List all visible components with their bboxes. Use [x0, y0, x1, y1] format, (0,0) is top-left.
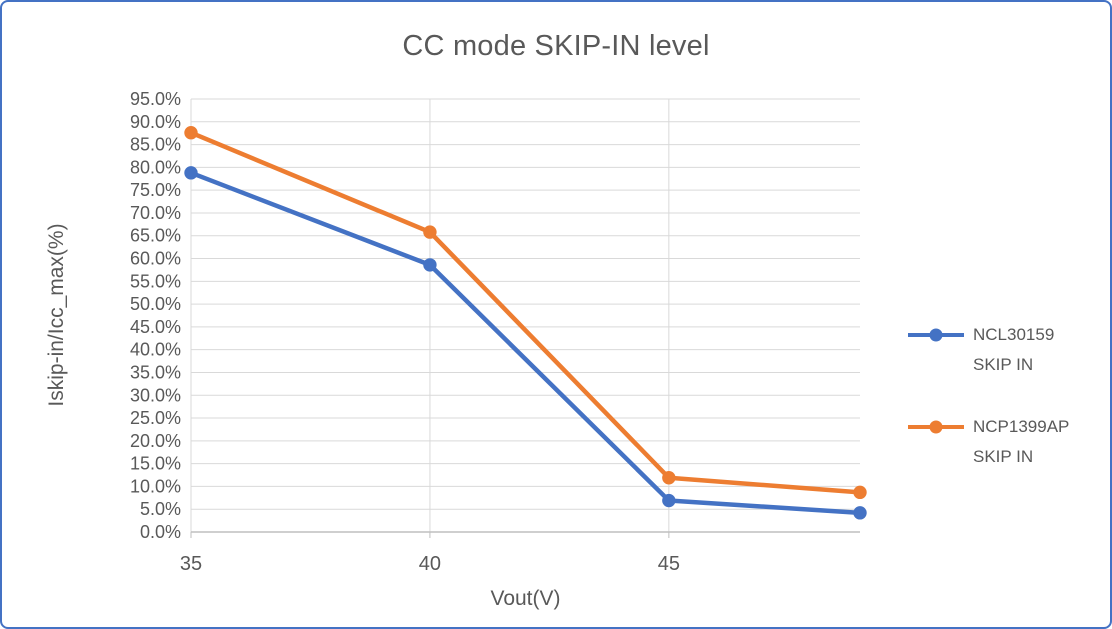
y-tick-label: 5.0%	[140, 499, 181, 519]
y-tick-label: 45.0%	[130, 317, 181, 337]
data-point-marker	[184, 126, 198, 140]
y-tick-label: 70.0%	[130, 203, 181, 223]
y-tick-label: 75.0%	[130, 180, 181, 200]
x-tick-label: 35	[180, 553, 202, 575]
legend-label: NCL30159 SKIP IN	[973, 320, 1054, 380]
legend-item-ncl30159: NCL30159 SKIP IN	[907, 320, 1107, 380]
y-tick-label: 40.0%	[130, 340, 181, 360]
y-tick-label: 65.0%	[130, 226, 181, 246]
series-line-ncp1399ap-skip-in	[188, 130, 863, 495]
y-tick-label: 15.0%	[130, 454, 181, 474]
y-tick-label: 10.0%	[130, 476, 181, 496]
y-tick-label: 95.0%	[130, 89, 181, 109]
legend-text-line1: NCL30159	[973, 325, 1055, 344]
legend-text-line2: SKIP IN	[973, 447, 1034, 466]
y-tick-label: 60.0%	[130, 249, 181, 269]
y-tick-label: 30.0%	[130, 385, 181, 405]
data-point-marker	[423, 258, 437, 272]
data-point-marker	[662, 471, 676, 485]
data-point-marker	[184, 166, 198, 180]
y-tick-label: 80.0%	[130, 157, 181, 177]
legend: NCL30159 SKIP IN NCP1399AP SKIP IN	[907, 320, 1107, 472]
series-line-ncl30159-skip-in	[188, 170, 863, 516]
y-tick-label: 20.0%	[130, 431, 181, 451]
y-tick-label: 35.0%	[130, 362, 181, 382]
legend-text-line2: SKIP IN	[973, 355, 1034, 374]
y-tick-label: 0.0%	[140, 522, 181, 542]
y-tick-label: 85.0%	[130, 135, 181, 155]
data-point-marker	[853, 506, 867, 520]
y-tick-label: 50.0%	[130, 294, 181, 314]
x-axis-title: Vout(V)	[490, 587, 561, 610]
data-point-marker	[853, 485, 867, 500]
legend-label: NCP1399AP SKIP IN	[973, 412, 1069, 472]
data-point-marker	[423, 225, 437, 239]
legend-item-ncp1399ap: NCP1399AP SKIP IN	[907, 412, 1107, 472]
chart-title: CC mode SKIP-IN level	[402, 30, 710, 62]
x-tick-label: 40	[419, 553, 441, 575]
y-tick-label: 55.0%	[130, 271, 181, 291]
legend-line-marker-icon	[908, 328, 964, 342]
legend-text-line1: NCP1399AP	[973, 417, 1070, 436]
data-point-marker	[662, 493, 676, 508]
y-tick-label: 90.0%	[130, 112, 181, 132]
legend-line-marker-icon	[908, 420, 964, 434]
y-tick-label: 25.0%	[130, 408, 181, 428]
x-tick-label: 45	[658, 553, 680, 575]
